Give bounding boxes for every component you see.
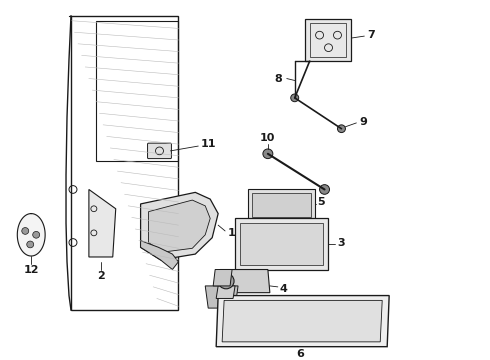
Polygon shape [235,219,327,270]
Polygon shape [141,240,178,270]
Polygon shape [17,213,45,256]
Text: 6: 6 [296,348,304,359]
Circle shape [27,241,34,248]
Circle shape [263,149,273,159]
Polygon shape [305,19,351,61]
Polygon shape [220,270,270,293]
Polygon shape [240,223,322,265]
Polygon shape [141,192,218,260]
Text: 10: 10 [260,133,275,143]
Polygon shape [148,200,210,252]
Polygon shape [89,189,116,257]
Text: 3: 3 [338,238,345,248]
Text: 12: 12 [24,265,39,275]
Polygon shape [216,296,389,347]
Circle shape [218,273,234,289]
Text: 2: 2 [97,271,105,281]
Text: 4: 4 [280,284,288,294]
Text: 5: 5 [318,197,325,207]
Circle shape [338,125,345,132]
Polygon shape [205,286,238,308]
Text: 7: 7 [368,30,375,40]
Circle shape [22,228,29,234]
Text: 1: 1 [228,228,236,238]
Text: 11: 11 [200,139,216,149]
Polygon shape [222,300,382,342]
Text: 9: 9 [359,117,367,127]
Circle shape [291,94,299,102]
Polygon shape [216,286,235,298]
Polygon shape [252,193,311,217]
FancyBboxPatch shape [147,143,172,159]
Circle shape [33,231,40,238]
Text: 8: 8 [274,73,282,84]
Polygon shape [248,189,315,221]
Polygon shape [213,270,232,286]
Circle shape [222,277,230,285]
Circle shape [319,185,329,194]
